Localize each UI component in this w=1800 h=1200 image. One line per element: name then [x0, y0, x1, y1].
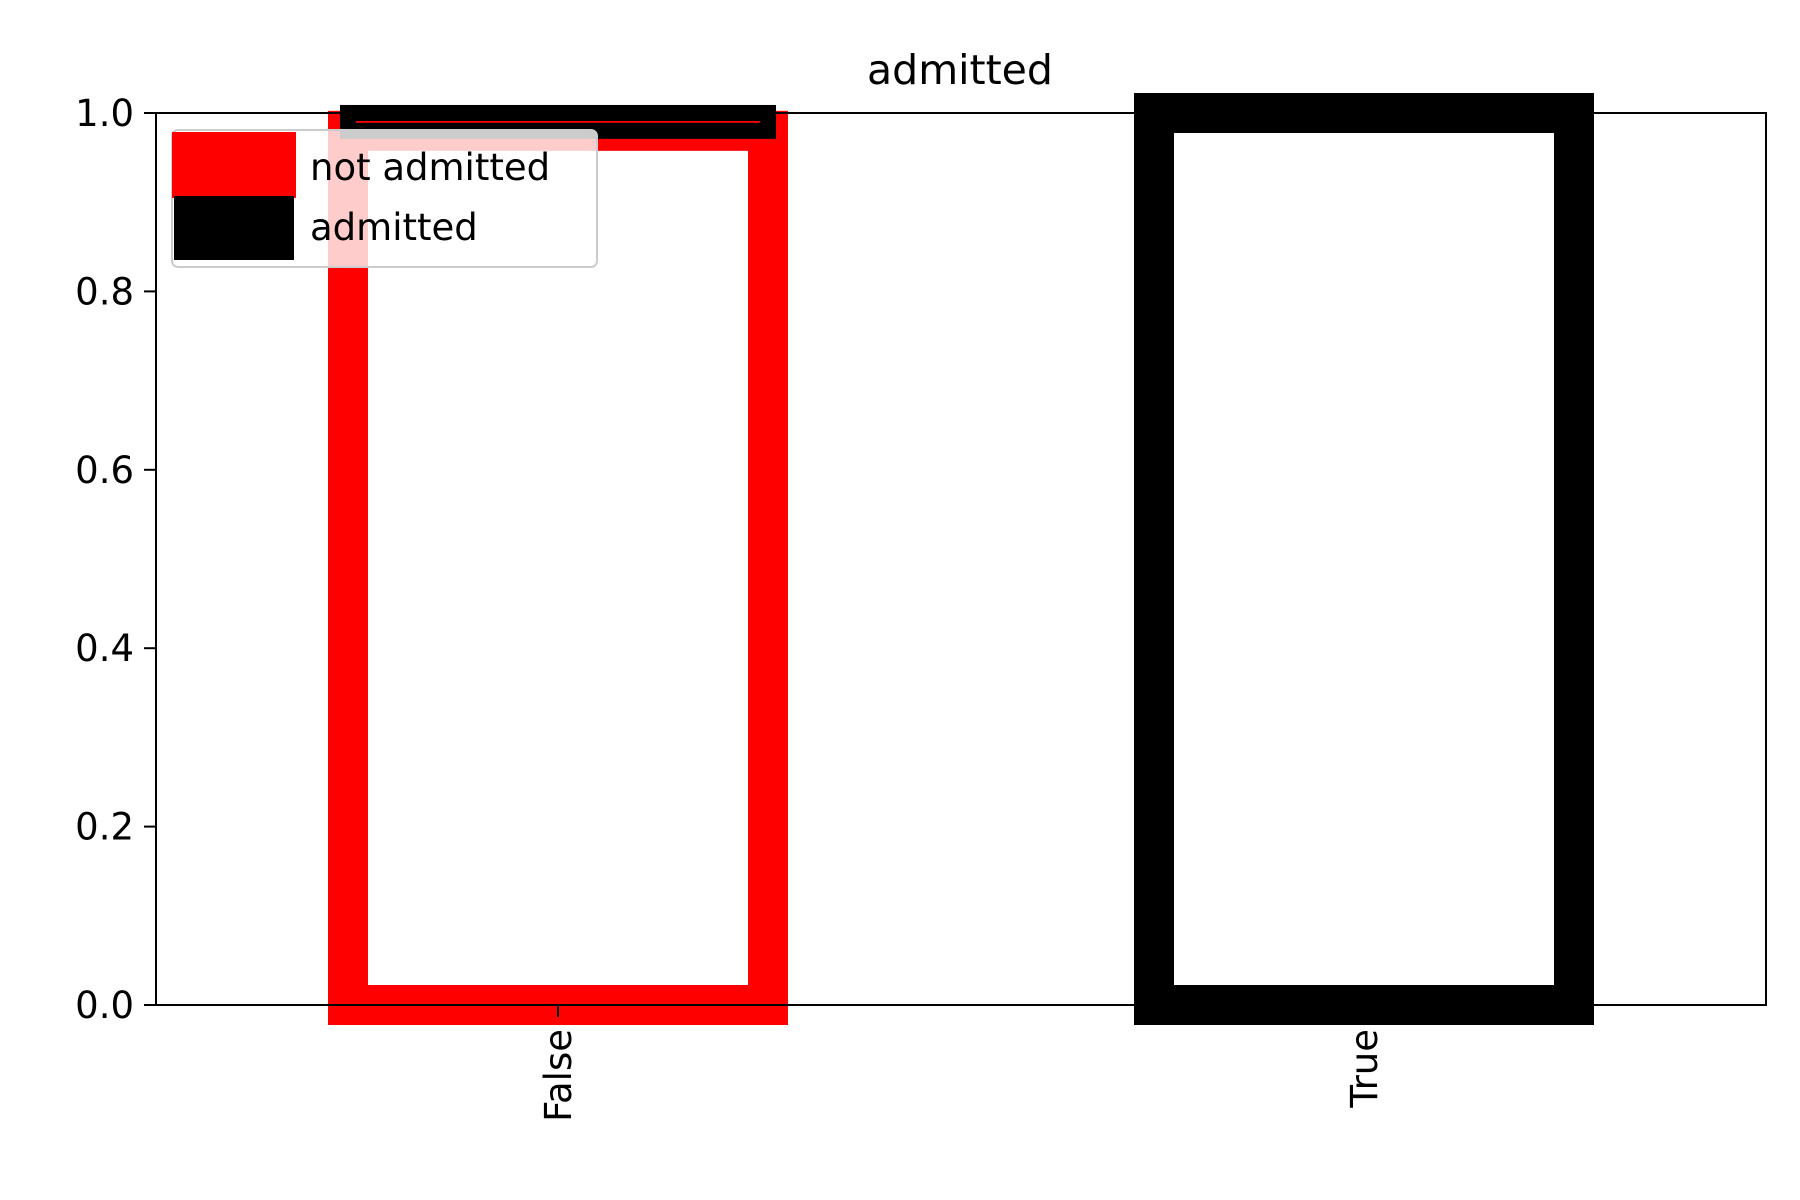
y-tick-label: 0.4 [75, 627, 134, 670]
y-tick-label: 0.0 [75, 984, 134, 1027]
x-tick-label-true: True [1343, 1029, 1386, 1109]
y-axis: 0.0 0.2 0.4 0.6 0.8 1.0 [75, 92, 156, 1027]
y-tick-label: 0.6 [75, 449, 134, 492]
legend: not admitted admitted [171, 129, 598, 268]
plot-frame [155, 112, 1767, 1006]
y-tick-label: 0.2 [75, 806, 134, 849]
legend-label-not-admitted: not admitted [310, 146, 550, 189]
legend-swatch-not-admitted [172, 132, 296, 198]
legend-label-admitted: admitted [310, 206, 478, 249]
chart-title: admitted [867, 46, 1053, 94]
y-tick-label: 0.8 [75, 270, 134, 313]
y-tick-label: 1.0 [75, 92, 134, 135]
legend-swatch-admitted [174, 196, 294, 260]
x-axis: False True [537, 1005, 1386, 1122]
x-tick-label-false: False [537, 1029, 580, 1122]
